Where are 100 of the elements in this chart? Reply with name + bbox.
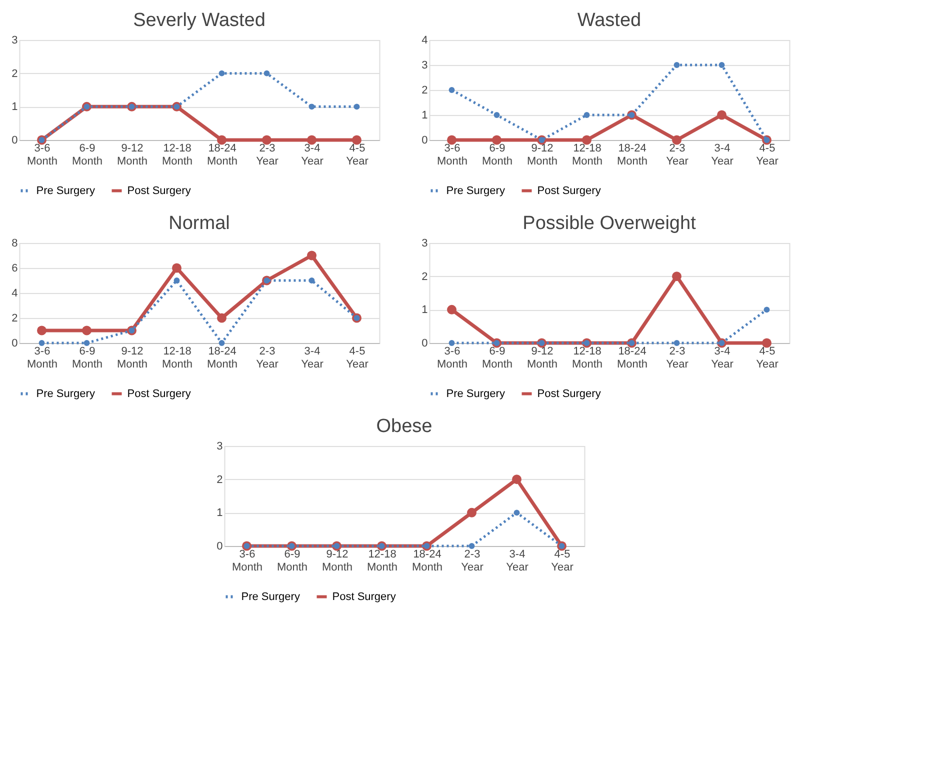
x-tick-label: 9-12 Month [116,346,148,370]
point [307,250,316,260]
y-tick-label: 2 [12,68,18,80]
point [308,104,315,110]
chart-title: Wasted [577,10,642,31]
x-tick-label: 18-24 Month [616,142,648,168]
point [308,278,315,284]
legend-label: Post Surgery [332,590,396,603]
y-tick-label: 3 [12,34,18,46]
point [82,326,92,336]
y-tick-label: 0 [422,134,428,146]
point [448,87,455,93]
y-tick-label: 6 [12,262,18,274]
y-tick-label: 4 [422,34,428,46]
y-tick-label: 0 [12,134,18,146]
y-tick-label: 3 [422,60,428,72]
point [38,340,45,346]
x-tick-label: 2-3 Year [461,548,484,574]
point [447,304,456,314]
y-tick-label: 2 [216,474,223,486]
x-tick-label: 2-3 Year [256,346,279,370]
point [448,340,455,346]
y-tick-label: 2 [12,312,18,324]
x-tick-label: 6-9 Month [72,142,103,168]
x-tick-label: 18-24 Month [206,346,238,370]
x-tick-label: 18-24 Month [616,346,648,370]
y-tick-label: 2 [422,270,428,283]
x-tick-label: 3-6 Month [436,142,468,168]
point [174,278,180,284]
point [674,340,680,346]
point [264,70,270,76]
x-tick-label: 3-6 Month [436,346,468,370]
x-tick-label: 4-5 Year [551,548,574,574]
x-tick-label: 6-9 Month [72,346,103,370]
y-tick-label: 3 [422,238,428,250]
x-tick-label: 2-3 Year [256,142,279,168]
chart-title: Possible Overweight [522,213,697,234]
legend-label: Post Surgery [127,388,192,400]
x-tick-label: 3-6 Month [26,346,58,370]
point [514,510,520,516]
x-tick-label: 3-4 Year [711,142,734,168]
x-tick-label: 2-3 Year [666,346,689,370]
x-tick-label: 9-12 Month [526,142,558,168]
point [494,112,500,118]
point [37,326,46,336]
y-tick-label: 1 [422,110,428,122]
x-tick-label: 6-9 Month [482,346,513,370]
x-tick-label: 18-24 Month [412,548,443,574]
point [584,112,590,118]
legend-label: Pre Surgery [446,388,506,400]
x-tick-label: 3-6 Month [232,548,263,574]
y-tick-label: 3 [216,440,223,452]
legend-label: Pre Surgery [241,590,300,603]
x-tick-label: 4-5 Year [756,346,779,370]
point [172,263,182,273]
y-tick-label: 4 [12,288,18,300]
legend-label: Pre Surgery [36,388,96,400]
x-tick-label: 12-18 Month [162,142,193,168]
y-tick-label: 1 [12,101,18,114]
chart-title: Obese [376,416,432,437]
x-tick-label: 9-12 Month [116,142,148,168]
point [84,340,90,346]
legend-label: Pre Surgery [446,184,506,197]
point [217,313,226,323]
legend-label: Post Surgery [537,184,602,197]
chart-title: Normal [168,213,230,234]
x-tick-label: 3-4 Year [301,346,324,370]
legend-label: Post Surgery [537,388,602,400]
y-tick-label: 2 [422,84,428,96]
y-tick-label: 1 [216,507,223,520]
x-tick-label: 3-6 Month [26,142,58,168]
point [717,110,726,120]
x-tick-label: 12-18 Month [572,346,603,370]
legend-label: Pre Surgery [36,184,96,197]
x-tick-label: 18-24 Month [206,142,238,168]
x-tick-label: 12-18 Month [162,346,193,370]
x-tick-label: 3-4 Year [506,548,529,574]
x-tick-label: 6-9 Month [276,548,308,574]
legend-label: Post Surgery [127,184,192,197]
x-tick-label: 2-3 Year [666,142,689,168]
point [218,70,225,76]
x-tick-label: 3-4 Year [301,142,324,168]
x-tick-label: 4-5 Year [756,142,779,168]
point [354,104,360,110]
point [764,306,770,313]
x-tick-label: 3-4 Year [711,346,734,370]
y-tick-label: 1 [422,304,428,316]
x-tick-label: 4-5 Year [346,346,369,370]
y-tick-label: 8 [12,238,18,250]
x-tick-label: 6-9 Month [482,142,513,168]
point [218,340,225,346]
chart-title: Severly Wasted [133,10,266,31]
point [512,474,522,484]
x-tick-label: 12-18 Month [366,548,398,574]
point [674,62,680,68]
x-tick-label: 9-12 Month [322,548,353,574]
point [672,272,682,282]
x-tick-label: 12-18 Month [572,142,603,168]
point [468,543,475,549]
y-tick-label: 0 [12,338,18,350]
